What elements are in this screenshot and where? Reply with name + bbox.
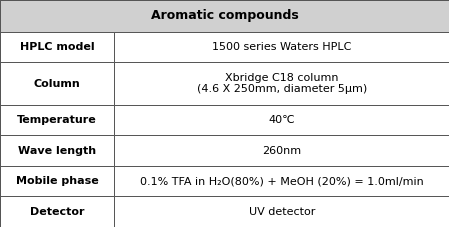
Text: HPLC model: HPLC model xyxy=(20,42,95,52)
Bar xyxy=(114,62,449,105)
Text: UV detector: UV detector xyxy=(249,207,315,217)
Bar xyxy=(0,197,114,227)
Bar xyxy=(0,105,114,136)
Bar xyxy=(0,166,114,197)
Bar xyxy=(0,32,114,62)
Text: Column: Column xyxy=(34,79,81,89)
Text: Mobile phase: Mobile phase xyxy=(16,176,99,186)
Bar xyxy=(114,166,449,197)
Text: 1500 series Waters HPLC: 1500 series Waters HPLC xyxy=(212,42,352,52)
Bar xyxy=(114,105,449,136)
Bar xyxy=(0,136,114,166)
Text: Xbridge C18 column
(4.6 X 250mm, diameter 5μm): Xbridge C18 column (4.6 X 250mm, diamete… xyxy=(197,73,367,94)
Bar xyxy=(114,136,449,166)
Text: Aromatic compounds: Aromatic compounds xyxy=(150,9,299,22)
Bar xyxy=(114,32,449,62)
Bar xyxy=(114,197,449,227)
Text: Wave length: Wave length xyxy=(18,146,96,156)
Bar xyxy=(0,0,449,32)
Text: 260nm: 260nm xyxy=(262,146,301,156)
Bar xyxy=(0,62,114,105)
Text: Detector: Detector xyxy=(30,207,84,217)
Text: Temperature: Temperature xyxy=(18,115,97,125)
Text: 40℃: 40℃ xyxy=(269,115,295,125)
Text: 0.1% TFA in H₂O(80%) + MeOH (20%) = 1.0ml/min: 0.1% TFA in H₂O(80%) + MeOH (20%) = 1.0m… xyxy=(140,176,423,186)
